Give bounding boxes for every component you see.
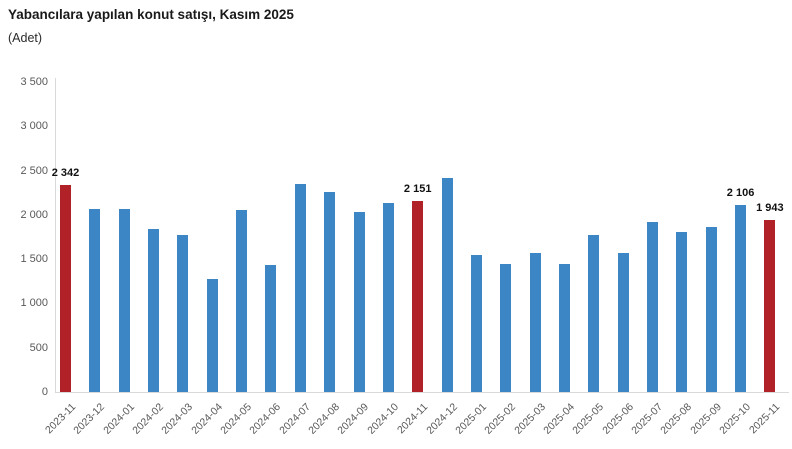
bar-2025-06 <box>617 253 629 392</box>
bar-2024-06 <box>265 264 277 392</box>
bar-2024-12 <box>441 177 453 392</box>
x-tick-label: 2024-11 <box>394 401 431 437</box>
bar-2024-02 <box>148 228 160 392</box>
x-tick-label: 2023-12 <box>71 401 108 437</box>
x-tick-label: 2025-06 <box>599 401 636 437</box>
bar-2024-10 <box>382 202 394 392</box>
x-tick-label: 2025-10 <box>717 401 754 437</box>
bar-2023-11 <box>60 184 71 392</box>
bar-2025-01 <box>470 255 482 392</box>
bar-2025-11 <box>764 219 776 392</box>
data-label-2025-11: 1 943 <box>756 201 784 214</box>
data-label-2025-10: 2 106 <box>726 187 755 200</box>
y-axis-line <box>55 78 56 392</box>
x-tick-label: 2024-01 <box>100 401 137 437</box>
x-tick-label: 2025-02 <box>482 401 519 437</box>
x-axis-line <box>55 392 789 393</box>
bar-2025-10 <box>735 205 747 392</box>
x-tick-label: 2024-05 <box>218 401 255 437</box>
x-tick-label: 2024-12 <box>423 401 460 437</box>
x-tick-label: 2025-11 <box>747 401 783 437</box>
x-tick-label: 2025-09 <box>687 401 724 437</box>
bar-2024-05 <box>236 209 248 392</box>
y-tick-label: 3 500 <box>20 76 48 88</box>
bar-2025-03 <box>529 252 541 392</box>
y-tick-label: 2 000 <box>20 208 48 221</box>
x-tick-label: 2025-05 <box>570 401 607 437</box>
bar-2024-08 <box>324 191 336 392</box>
x-tick-label: 2023-11 <box>42 401 78 437</box>
bar-2023-12 <box>89 209 101 392</box>
x-tick-label: 2024-10 <box>365 401 401 437</box>
bar-2024-09 <box>353 212 365 392</box>
x-tick-label: 2024-03 <box>159 401 196 437</box>
data-label-2024-11: 2 151 <box>403 183 432 196</box>
bar-2025-07 <box>647 222 658 392</box>
y-tick-label: 3 000 <box>20 120 48 133</box>
chart-subtitle: (Adet) <box>8 31 43 45</box>
data-label-2023-11: 2 342 <box>51 166 80 179</box>
y-tick-label: 2 500 <box>20 164 48 177</box>
x-tick-label: 2024-02 <box>130 401 167 437</box>
y-tick-label: 1 500 <box>20 253 48 266</box>
x-tick-label: 2024-06 <box>247 401 284 437</box>
bar-2025-05 <box>588 234 600 392</box>
x-tick-label: 2024-07 <box>277 401 313 437</box>
bar-2024-07 <box>294 183 306 392</box>
bar-2025-02 <box>500 263 512 392</box>
x-tick-label: 2025-07 <box>629 401 665 437</box>
bar-2025-08 <box>676 232 688 392</box>
chart-title: Yabancılara yapılan konut satışı, Kasım … <box>8 7 294 22</box>
bar-2024-04 <box>206 279 218 392</box>
y-tick-label: 0 <box>41 386 48 398</box>
x-tick-label: 2025-08 <box>658 401 695 437</box>
bar-2024-11 <box>412 201 424 392</box>
x-tick-label: 2025-03 <box>511 401 548 437</box>
y-tick-label: 1 000 <box>20 297 48 310</box>
x-tick-label: 2024-09 <box>335 401 372 437</box>
bar-2025-09 <box>705 227 717 392</box>
bar-2024-03 <box>177 234 189 392</box>
y-tick-label: 500 <box>29 341 48 354</box>
x-tick-label: 2024-04 <box>188 401 225 437</box>
bar-2025-04 <box>558 264 570 392</box>
x-tick-label: 2024-08 <box>306 401 343 437</box>
bar-2024-01 <box>118 209 130 392</box>
